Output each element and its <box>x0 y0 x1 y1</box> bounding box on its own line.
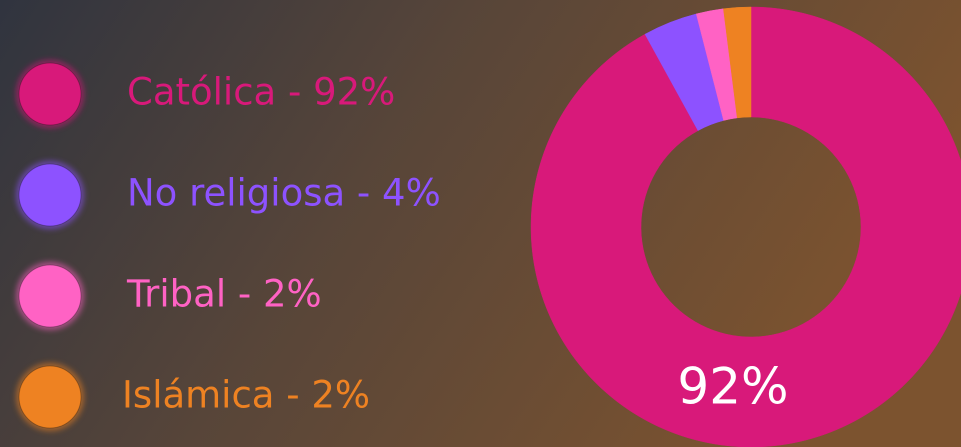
legend-label: Tribal - 2% <box>126 273 322 316</box>
legend-swatch <box>18 62 82 126</box>
legend-label: No religiosa - 4% <box>127 172 441 215</box>
legend-swatch <box>18 365 82 429</box>
legend: Católica - 92% No religiosa - 4% Tribal - … <box>16 60 441 431</box>
donut <box>530 6 961 447</box>
center-label: 92% <box>677 358 788 416</box>
legend-swatch <box>18 163 82 227</box>
legend-label: Católica - 92% <box>127 71 395 114</box>
donut-slice <box>530 6 961 447</box>
legend-swatch <box>18 264 82 328</box>
legend-label: Islámica - 2% <box>122 374 370 417</box>
donut-slice <box>723 6 752 119</box>
